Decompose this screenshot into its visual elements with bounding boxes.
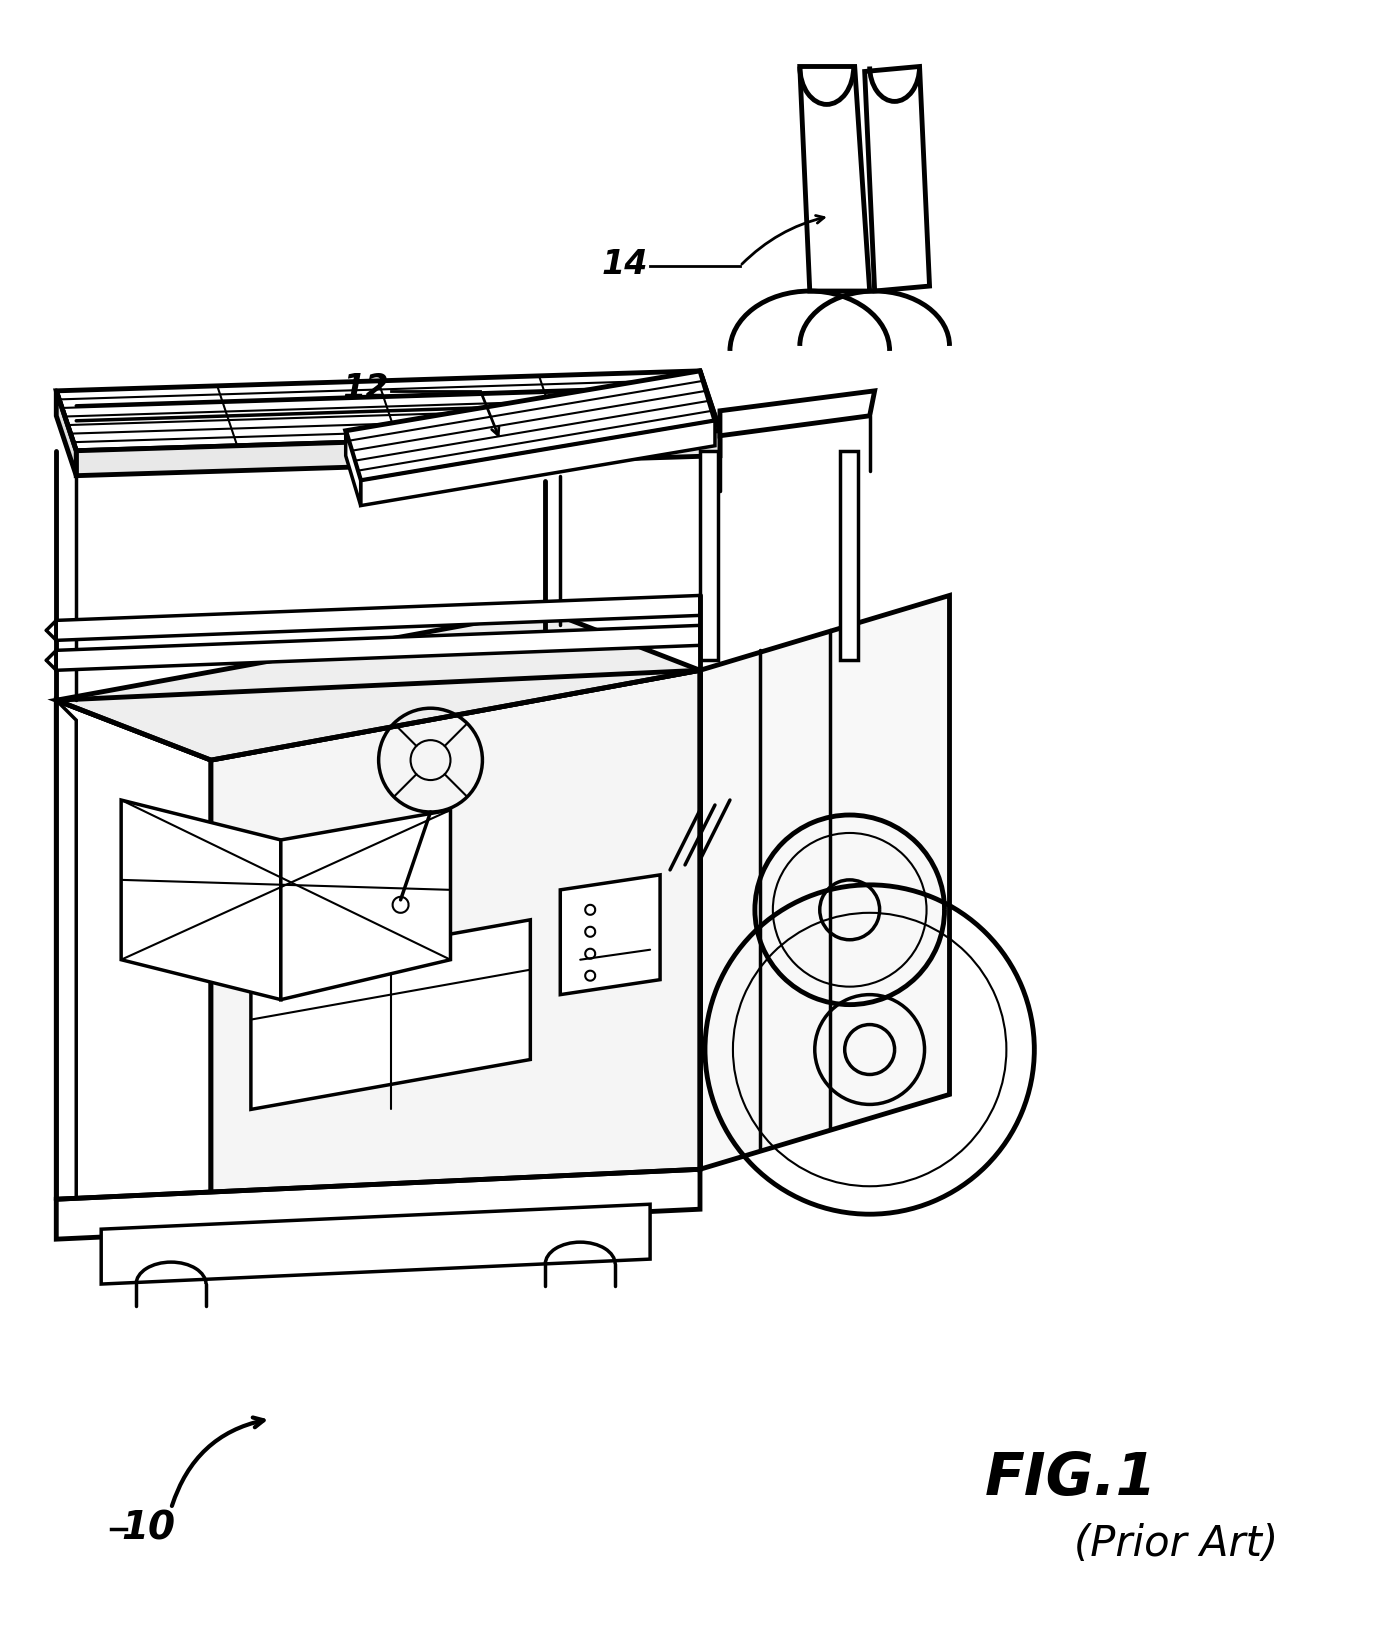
- Polygon shape: [102, 1205, 650, 1284]
- Polygon shape: [700, 451, 718, 661]
- Polygon shape: [840, 451, 858, 661]
- Polygon shape: [211, 671, 700, 1258]
- Polygon shape: [361, 420, 716, 506]
- Text: (Prior Art): (Prior Art): [1074, 1522, 1278, 1565]
- Polygon shape: [121, 799, 280, 1000]
- Text: FIG.1: FIG.1: [985, 1451, 1156, 1508]
- FancyArrowPatch shape: [172, 1418, 264, 1506]
- Polygon shape: [700, 596, 950, 1169]
- Polygon shape: [56, 610, 700, 760]
- Text: 10: 10: [121, 1509, 176, 1548]
- Polygon shape: [865, 67, 929, 291]
- Polygon shape: [56, 391, 77, 475]
- Polygon shape: [799, 67, 869, 291]
- Text: 14: 14: [601, 247, 649, 280]
- Polygon shape: [56, 700, 77, 1219]
- Polygon shape: [56, 1169, 700, 1239]
- Polygon shape: [346, 371, 716, 480]
- Polygon shape: [720, 391, 875, 436]
- Polygon shape: [280, 811, 451, 1000]
- Polygon shape: [561, 874, 660, 995]
- Polygon shape: [77, 431, 720, 475]
- Polygon shape: [56, 371, 720, 451]
- Polygon shape: [346, 431, 361, 506]
- Text: 12: 12: [342, 373, 389, 405]
- Polygon shape: [56, 596, 700, 640]
- Polygon shape: [56, 700, 211, 1258]
- Polygon shape: [56, 625, 700, 671]
- Polygon shape: [251, 920, 530, 1109]
